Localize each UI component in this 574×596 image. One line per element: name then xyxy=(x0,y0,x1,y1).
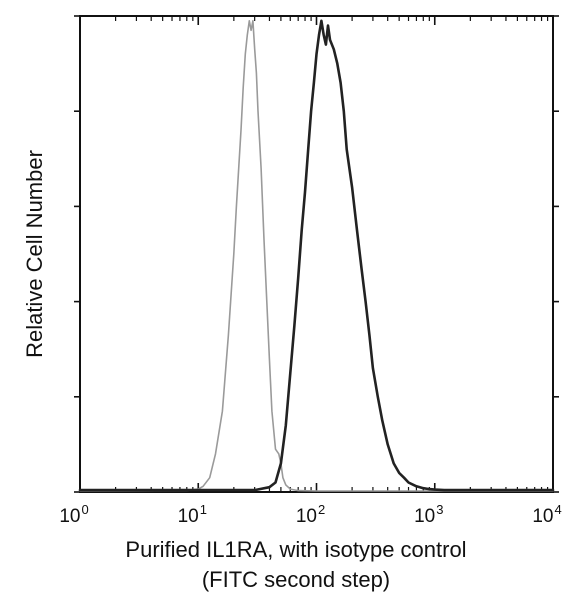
series-layer xyxy=(78,19,555,492)
y-axis-label: Relative Cell Number xyxy=(22,150,47,358)
x-tick-label: 104 xyxy=(532,502,561,527)
x-tick-label: 101 xyxy=(178,502,207,527)
x-tick-label: 103 xyxy=(414,502,443,527)
x-tick-labels: 100 101 102 103 104 xyxy=(59,502,561,527)
x-tick-label: 100 xyxy=(59,502,88,527)
plot-frame xyxy=(79,15,554,493)
isotype-control-histogram xyxy=(79,20,554,492)
axis-ticks xyxy=(74,15,559,493)
il1ra-histogram xyxy=(78,19,555,492)
x-tick-label: 102 xyxy=(296,502,325,527)
x-axis-label: Purified IL1RA, with isotype control xyxy=(125,537,466,562)
x-axis-label-line2: (FITC second step) xyxy=(202,567,390,592)
